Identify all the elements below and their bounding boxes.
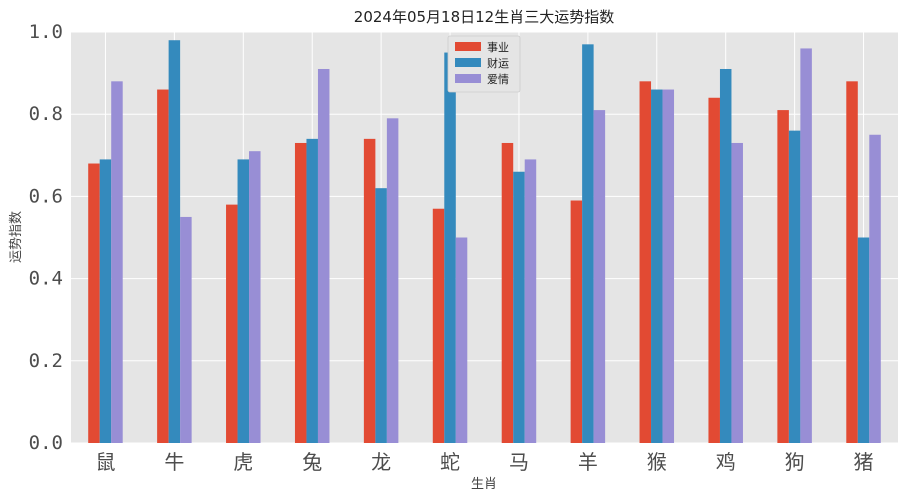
- bar-财运-羊: [582, 44, 594, 444]
- bar-财运-虎: [237, 159, 250, 443]
- bar-爱情-牛: [180, 216, 192, 443]
- bar-爱情-猴: [662, 89, 675, 443]
- x-tick-label: 狗: [785, 450, 805, 474]
- y-axis-label: 运势指数: [8, 211, 24, 263]
- x-axis-label: 生肖: [471, 477, 497, 492]
- x-tick-label: 猪: [854, 450, 874, 474]
- x-tick-label: 虎: [233, 450, 253, 474]
- bar-事业-羊: [570, 200, 583, 443]
- bar-财运-蛇: [444, 52, 456, 444]
- x-tick-label: 马: [509, 450, 529, 474]
- x-tick-label: 兔: [302, 450, 322, 474]
- bar-爱情-鼠: [111, 81, 123, 443]
- plot-background: [71, 32, 898, 443]
- legend-swatch: [455, 42, 481, 51]
- bar-爱情-马: [524, 159, 537, 443]
- bar-事业-马: [501, 142, 514, 443]
- bar-财运-猪: [857, 237, 870, 443]
- y-tick-label: 0.6: [29, 185, 63, 207]
- bar-财运-兔: [306, 138, 318, 444]
- bar-财运-鸡: [719, 68, 732, 444]
- bar-财运-龙: [375, 188, 387, 443]
- chart-title: 2024年05月18日12生肖三大运势指数: [354, 8, 614, 26]
- bar-事业-狗: [777, 110, 789, 443]
- x-tick-label: 蛇: [440, 450, 460, 474]
- bar-事业-猴: [639, 81, 652, 443]
- bar-事业-牛: [157, 89, 169, 443]
- y-tick-label: 0.0: [29, 432, 63, 454]
- legend-swatch: [455, 58, 481, 67]
- bar-事业-龙: [363, 138, 376, 444]
- x-tick-label: 羊: [578, 450, 598, 474]
- legend-label: 事业: [487, 41, 509, 54]
- legend-label: 财运: [487, 56, 509, 70]
- bar-爱情-兔: [317, 68, 330, 444]
- bars: [88, 40, 881, 444]
- bar-财运-马: [513, 171, 525, 444]
- bar-财运-猴: [651, 89, 663, 443]
- x-tick-labels: 鼠牛虎兔龙蛇马羊猴鸡狗猪: [95, 450, 873, 474]
- legend-label: 爱情: [487, 73, 509, 86]
- y-tick-label: 1.0: [29, 21, 63, 43]
- y-tick-label: 0.8: [29, 103, 63, 125]
- bar-爱情-狗: [800, 48, 812, 443]
- bar-财运-牛: [168, 40, 181, 443]
- bar-事业-虎: [226, 204, 238, 443]
- bar-财运-鼠: [99, 159, 112, 443]
- bar-事业-鼠: [88, 163, 100, 443]
- bar-财运-狗: [788, 130, 801, 443]
- bar-爱情-猪: [869, 134, 881, 443]
- x-tick-label: 猴: [647, 450, 667, 474]
- y-tick-label: 0.4: [29, 268, 63, 290]
- bar-事业-鸡: [708, 97, 720, 443]
- bar-爱情-虎: [249, 151, 261, 443]
- x-tick-label: 鼠: [95, 450, 115, 474]
- bar-爱情-羊: [593, 110, 606, 443]
- y-tick-label: 0.2: [29, 350, 63, 372]
- bar-爱情-龙: [386, 118, 399, 443]
- x-tick-label: 牛: [164, 450, 184, 474]
- x-tick-label: 龙: [371, 450, 391, 474]
- bar-爱情-蛇: [455, 237, 468, 443]
- legend-swatch: [455, 74, 481, 83]
- x-tick-label: 鸡: [716, 450, 736, 474]
- y-tick-labels: 0.0 0.2 0.4 0.6 0.8 1.0: [29, 21, 63, 454]
- bar-事业-兔: [294, 142, 307, 443]
- bar-事业-蛇: [432, 208, 445, 443]
- bar-事业-猪: [846, 81, 858, 443]
- bar-爱情-鸡: [731, 142, 743, 443]
